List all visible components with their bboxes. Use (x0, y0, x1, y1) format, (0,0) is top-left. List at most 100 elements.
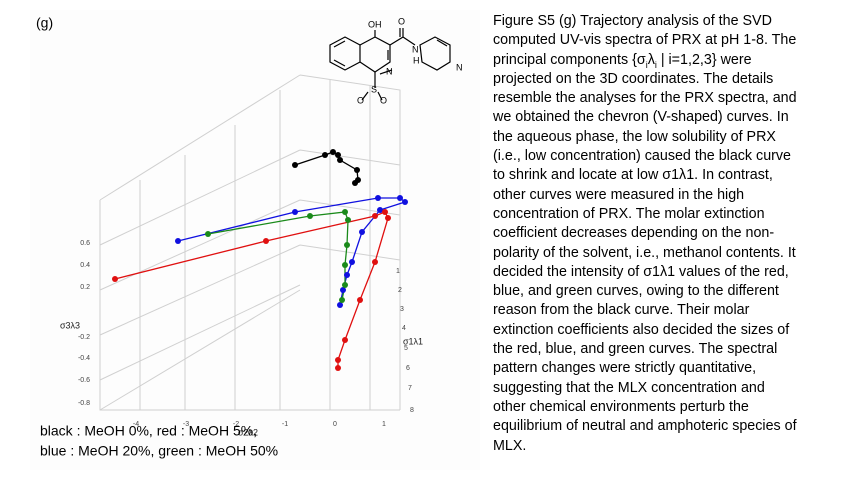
trajectory-point (375, 195, 381, 201)
trajectory-point (354, 167, 360, 173)
panel-label: (g) (36, 15, 53, 31)
trajectory-point (263, 238, 269, 244)
x-tick-label: 3 (400, 306, 404, 313)
caption-line: pattern changes were strictly quantitati… (493, 360, 757, 377)
figure-panel (30, 10, 480, 470)
caption-line: the red, blue, and green curves. The spe… (493, 341, 778, 358)
trajectory-point (342, 282, 348, 288)
caption-line: Figure S5 (g) Trajectory analysis of the… (493, 13, 772, 29)
molecule (329, 28, 451, 101)
caption-line: MLX. (493, 437, 527, 454)
caption-line: principal components {σiλi | i=1,2,3} we… (493, 51, 843, 70)
trajectory-point (382, 209, 388, 215)
caption-text: principal components {σ (493, 51, 646, 68)
z-tick-label: -0.8 (78, 400, 90, 407)
trajectory-point (349, 259, 355, 265)
caption-line: equilibrium of neutral and amphoteric sp… (493, 418, 797, 435)
caption-line: coefficient decreases depending on the n… (493, 225, 775, 242)
trajectory-point (344, 272, 350, 278)
atom-label: N (412, 44, 419, 54)
trajectory-point (340, 287, 346, 293)
z-tick-label: -0.4 (78, 355, 90, 362)
caption-line: blue, and green curves, owing to the dif… (493, 283, 779, 300)
caption-line: reason from the black curve. Their molar (493, 302, 750, 319)
y-tick-label: -4 (133, 421, 139, 428)
trajectory-point (345, 217, 351, 223)
atom-label: N (386, 66, 393, 76)
x-axis-label: σ1λ1 (403, 336, 423, 346)
trajectory-point (372, 213, 378, 219)
atom-label: O (398, 16, 405, 26)
atom-label: O (357, 95, 364, 105)
trajectory-point (397, 195, 403, 201)
trajectory-point (339, 297, 345, 303)
trajectory-point (352, 180, 358, 186)
trajectory-point (292, 162, 298, 168)
trajectory-point (335, 365, 341, 371)
y-axis-label: σ2λ2 (238, 427, 258, 437)
z-tick-label: -0.6 (78, 377, 90, 384)
trajectory-point (112, 276, 118, 282)
trajectory-point (342, 209, 348, 215)
z-tick-label: 0.2 (80, 284, 90, 291)
legend-line: blue : MeOH 20%, green : MeOH 50% (40, 443, 278, 459)
atom-label: OH (368, 19, 382, 29)
x-tick-label: 6 (406, 365, 410, 372)
trajectory-point (342, 337, 348, 343)
y-tick-label: 1 (382, 421, 386, 428)
green-curve (207, 211, 349, 301)
trajectory-point (335, 357, 341, 363)
x-tick-label: 5 (404, 345, 408, 352)
trajectory-point (385, 215, 391, 221)
y-tick-label: -1 (282, 421, 288, 428)
trajectory-point (175, 238, 181, 244)
grid-box (99, 74, 401, 411)
caption-line: extinction coefficients also decided the… (493, 321, 790, 338)
caption-line: decided the intensity of σ1λ1 values of … (493, 263, 789, 280)
caption-line: concentration of PRX. The molar extincti… (493, 205, 765, 222)
z-axis-label: σ3λ3 (60, 320, 80, 330)
caption-line: other chemical environments perturb the (493, 398, 749, 415)
trajectory-points (112, 149, 408, 371)
subscript: i (645, 59, 648, 70)
trajectory-point (342, 262, 348, 268)
trajectory-point (307, 213, 313, 219)
trajectory-point (330, 149, 336, 155)
atom-label: H (413, 55, 420, 65)
caption-line: to shrink and locate at low σ1λ1. In con… (493, 167, 773, 184)
z-tick-label: -0.2 (78, 334, 90, 341)
caption-line: the aqueous phase, the low solubility of… (493, 128, 776, 145)
caption-line: suggesting that the MLX concentration an… (493, 379, 765, 396)
trajectory-point (205, 231, 211, 237)
caption-line: resemble the analyses for the PRX spectr… (493, 90, 797, 107)
y-tick-label: 0 (333, 421, 337, 428)
atom-label: N (456, 62, 463, 72)
caption-line: polarity of the solvent, i.e., methanol … (493, 244, 796, 261)
caption-line: (i.e., low concentration) caused the bla… (493, 148, 792, 165)
y-tick-label: -2 (233, 421, 239, 428)
trajectory-point (335, 152, 341, 158)
trajectory-point (357, 297, 363, 303)
molecule-labels: OH O N H N S N O O (357, 16, 463, 105)
trajectory-point (292, 209, 298, 215)
caption: Figure S5 (g) Trajectory analysis of the… (493, 12, 843, 456)
trajectory-point (359, 229, 365, 235)
z-tick-label: 0.6 (80, 240, 90, 247)
trajectory-point (322, 152, 328, 158)
x-tick-label: 1 (396, 268, 400, 275)
subscript: i (654, 59, 657, 70)
trajectory-point (337, 302, 343, 308)
x-tick-label: 4 (402, 325, 406, 332)
x-tick-label: 7 (408, 385, 412, 392)
caption-text: λ (647, 51, 655, 68)
z-tick-label: 0.4 (80, 262, 90, 269)
trajectory-point (344, 242, 350, 248)
caption-line: computed UV-vis spectra of PRX at pH 1-8… (493, 32, 797, 49)
tick-labels: 0.6 0.4 0.2 -0.2 -0.4 -0.6 -0.8 1 2 3 4 5 6 7 8 -4 -3 -2 -… (78, 240, 414, 428)
caption-line: projected on the 3D coordinates. The det… (493, 70, 774, 87)
trajectory-point (372, 259, 378, 265)
red-curve (114, 211, 389, 368)
caption-text: | i=1,2,3} were (656, 51, 752, 68)
atom-label: S (371, 84, 377, 94)
